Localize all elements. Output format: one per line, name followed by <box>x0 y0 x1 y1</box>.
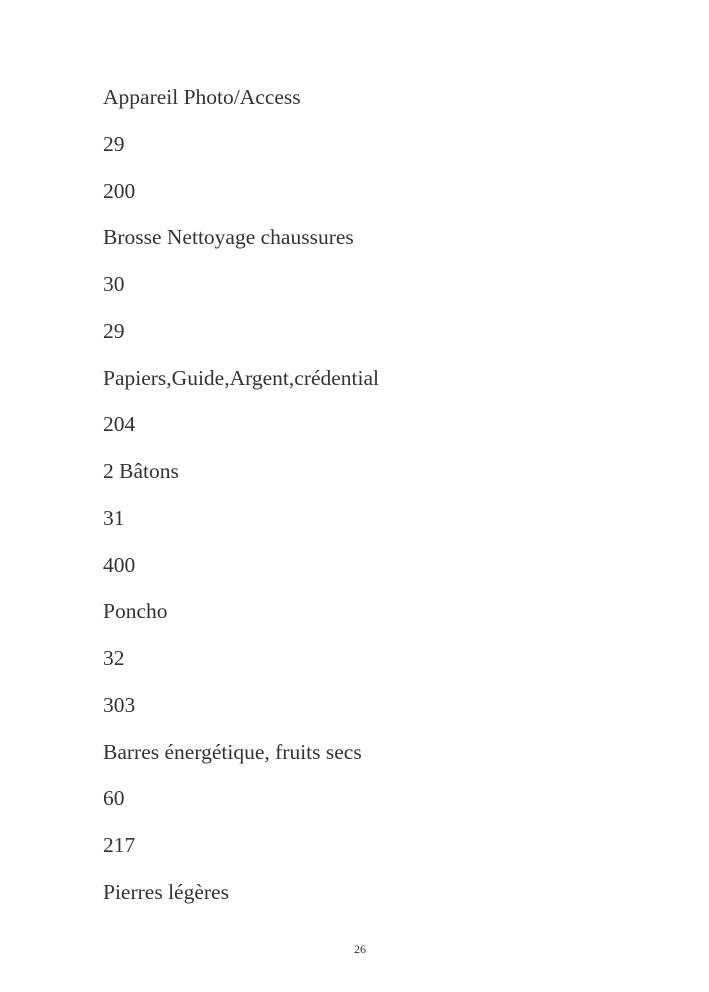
text-line: 303 <box>103 692 136 717</box>
text-line: 2 Bâtons <box>103 459 179 483</box>
text-line: Papiers,Guide,Argent,crédential <box>103 365 380 390</box>
text-line: 31 <box>103 505 125 530</box>
page-number: 26 <box>354 942 366 956</box>
text-line: Barres énergétique, fruits secs <box>103 739 362 764</box>
text-line: 200 <box>103 178 136 203</box>
text-line: 400 <box>103 552 136 577</box>
text-line: Poncho <box>103 599 168 624</box>
text-line: 60 <box>103 786 125 811</box>
text-line: 32 <box>103 646 125 670</box>
text-line: Brosse Nettoyage chaussures <box>103 225 354 250</box>
text-line: 30 <box>103 272 125 296</box>
text-line: Pierres légères <box>103 879 229 904</box>
text-line: Appareil Photo/Access <box>103 85 301 109</box>
text-line: 217 <box>103 833 136 857</box>
document-body: Appareil Photo/Access 29 200 Brosse Nett… <box>103 82 379 924</box>
text-line: 204 <box>103 412 136 437</box>
text-line: 29 <box>103 318 125 343</box>
text-line: 29 <box>103 131 125 156</box>
